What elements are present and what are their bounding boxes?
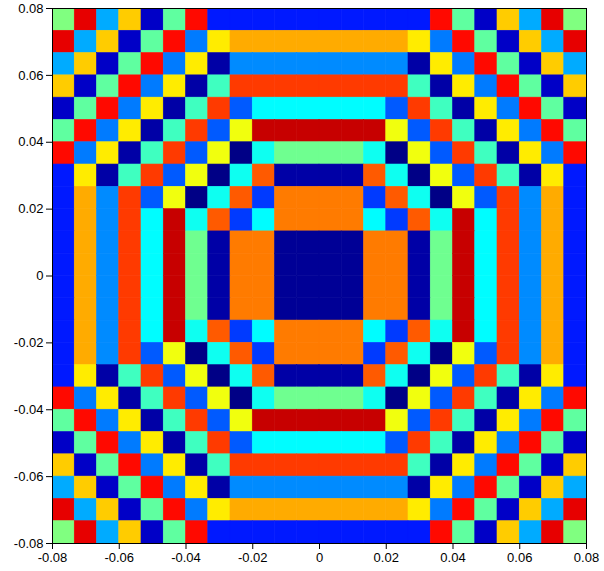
svg-text:-0.08: -0.08: [14, 536, 44, 551]
svg-text:0.08: 0.08: [574, 550, 599, 565]
svg-text:-0.08: -0.08: [38, 550, 68, 565]
svg-text:-0.02: -0.02: [238, 550, 268, 565]
svg-text:0.08: 0.08: [18, 1, 43, 16]
svg-text:0.02: 0.02: [18, 201, 43, 216]
svg-text:-0.06: -0.06: [104, 550, 134, 565]
svg-text:0.04: 0.04: [440, 550, 465, 565]
svg-text:-0.02: -0.02: [14, 335, 44, 350]
svg-text:0.04: 0.04: [18, 134, 43, 149]
svg-text:0.02: 0.02: [374, 550, 399, 565]
svg-text:-0.04: -0.04: [171, 550, 201, 565]
svg-text:0: 0: [316, 550, 323, 565]
svg-text:0: 0: [36, 268, 43, 283]
svg-text:0.06: 0.06: [18, 68, 43, 83]
svg-text:0.06: 0.06: [507, 550, 532, 565]
svg-text:-0.06: -0.06: [14, 469, 44, 484]
svg-text:-0.04: -0.04: [14, 402, 44, 417]
